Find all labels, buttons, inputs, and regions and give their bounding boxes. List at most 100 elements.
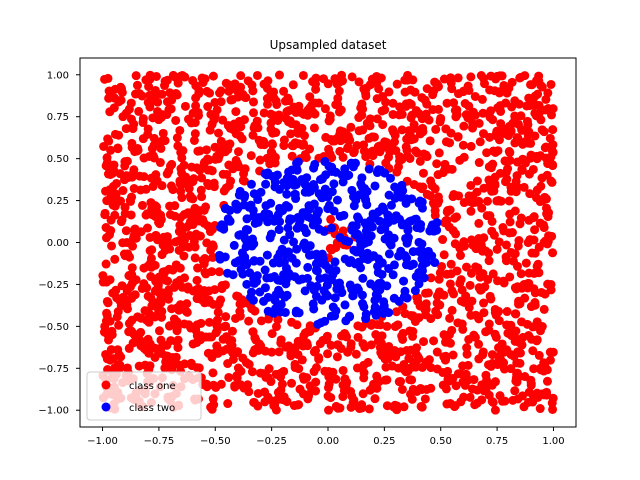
class-two-point (279, 235, 289, 245)
class-one-point (328, 136, 338, 146)
class-two-point (394, 214, 404, 224)
class-one-point (417, 402, 427, 412)
class-two-point (265, 233, 275, 243)
y-tick-label: −0.50 (38, 322, 69, 333)
class-one-point (453, 132, 463, 142)
class-one-point (223, 399, 233, 409)
class-one-point (234, 116, 244, 126)
class-one-point (505, 148, 515, 158)
class-one-point (163, 288, 173, 298)
class-one-point (127, 138, 137, 148)
class-one-point (397, 384, 407, 394)
class-one-point (506, 350, 516, 360)
class-one-point (352, 363, 362, 373)
class-one-point (458, 377, 468, 387)
class-one-point (288, 80, 298, 90)
class-one-point (308, 77, 318, 87)
class-one-point (102, 354, 112, 364)
class-two-point (301, 228, 311, 238)
class-one-point (155, 311, 165, 321)
class-one-point (507, 102, 517, 112)
class-one-point (456, 275, 466, 285)
class-one-point (370, 394, 380, 404)
class-one-point (382, 375, 392, 385)
class-one-point (428, 90, 438, 100)
class-one-point (504, 196, 514, 206)
scatter-points (98, 70, 558, 415)
class-one-point (145, 339, 155, 349)
class-two-point (414, 246, 424, 256)
class-two-point (279, 270, 289, 280)
class-two-point (273, 275, 283, 285)
class-one-point (121, 173, 131, 183)
class-one-point (184, 320, 194, 330)
class-one-point (541, 105, 551, 115)
class-one-point (279, 366, 289, 376)
class-one-point (470, 92, 480, 101)
class-one-point (194, 216, 204, 226)
class-two-point (242, 214, 252, 224)
class-two-point (326, 311, 336, 321)
class-one-point (204, 155, 214, 165)
class-one-point (176, 186, 186, 196)
class-two-point (248, 295, 258, 305)
class-two-point (358, 273, 368, 283)
class-one-point (233, 158, 243, 168)
class-one-point (447, 286, 457, 296)
class-one-point (135, 89, 145, 99)
class-one-point (447, 305, 457, 315)
class-one-point (539, 127, 549, 137)
class-one-point (137, 200, 147, 210)
class-two-point (299, 240, 309, 250)
class-one-point (139, 172, 149, 182)
class-two-point (375, 216, 385, 226)
class-one-point (168, 185, 178, 195)
class-one-point (102, 277, 112, 287)
class-one-point (231, 82, 241, 92)
class-one-point (224, 372, 234, 382)
class-one-point (497, 396, 507, 406)
class-one-point (441, 216, 451, 226)
class-one-point (101, 259, 111, 269)
class-one-point (180, 101, 190, 111)
class-one-point (268, 128, 278, 138)
class-one-point (172, 317, 182, 327)
class-one-point (114, 130, 124, 140)
class-two-point (272, 170, 282, 180)
class-one-point (474, 196, 484, 206)
class-one-point (431, 124, 441, 134)
class-one-point (372, 377, 382, 387)
class-two-point (309, 163, 319, 173)
class-two-point (314, 224, 324, 234)
class-one-point (332, 352, 342, 362)
class-one-point (104, 335, 114, 345)
class-two-point (320, 273, 330, 283)
class-one-point (249, 397, 259, 407)
class-one-point (190, 253, 200, 263)
class-one-point (195, 165, 205, 175)
class-one-point (346, 339, 356, 349)
class-one-point (443, 366, 453, 376)
class-one-point (372, 114, 382, 124)
class-one-point (474, 314, 484, 324)
class-two-point (295, 215, 305, 225)
class-one-point (516, 213, 526, 223)
class-one-point (377, 331, 387, 341)
y-tick-label: −0.25 (38, 280, 69, 291)
class-one-point (197, 192, 207, 202)
class-two-point (389, 293, 399, 303)
class-one-point (440, 159, 450, 169)
class-one-point (184, 184, 194, 194)
class-one-point (381, 362, 391, 372)
class-one-point (395, 152, 405, 162)
class-one-point (516, 72, 526, 82)
class-two-point (379, 297, 389, 307)
class-one-point (298, 70, 308, 80)
class-two-point (303, 212, 313, 222)
class-one-point (221, 78, 231, 88)
class-one-point (311, 84, 321, 94)
class-two-point (328, 302, 338, 312)
class-one-point (432, 347, 442, 357)
class-one-point (315, 339, 325, 349)
class-two-point (374, 279, 384, 289)
